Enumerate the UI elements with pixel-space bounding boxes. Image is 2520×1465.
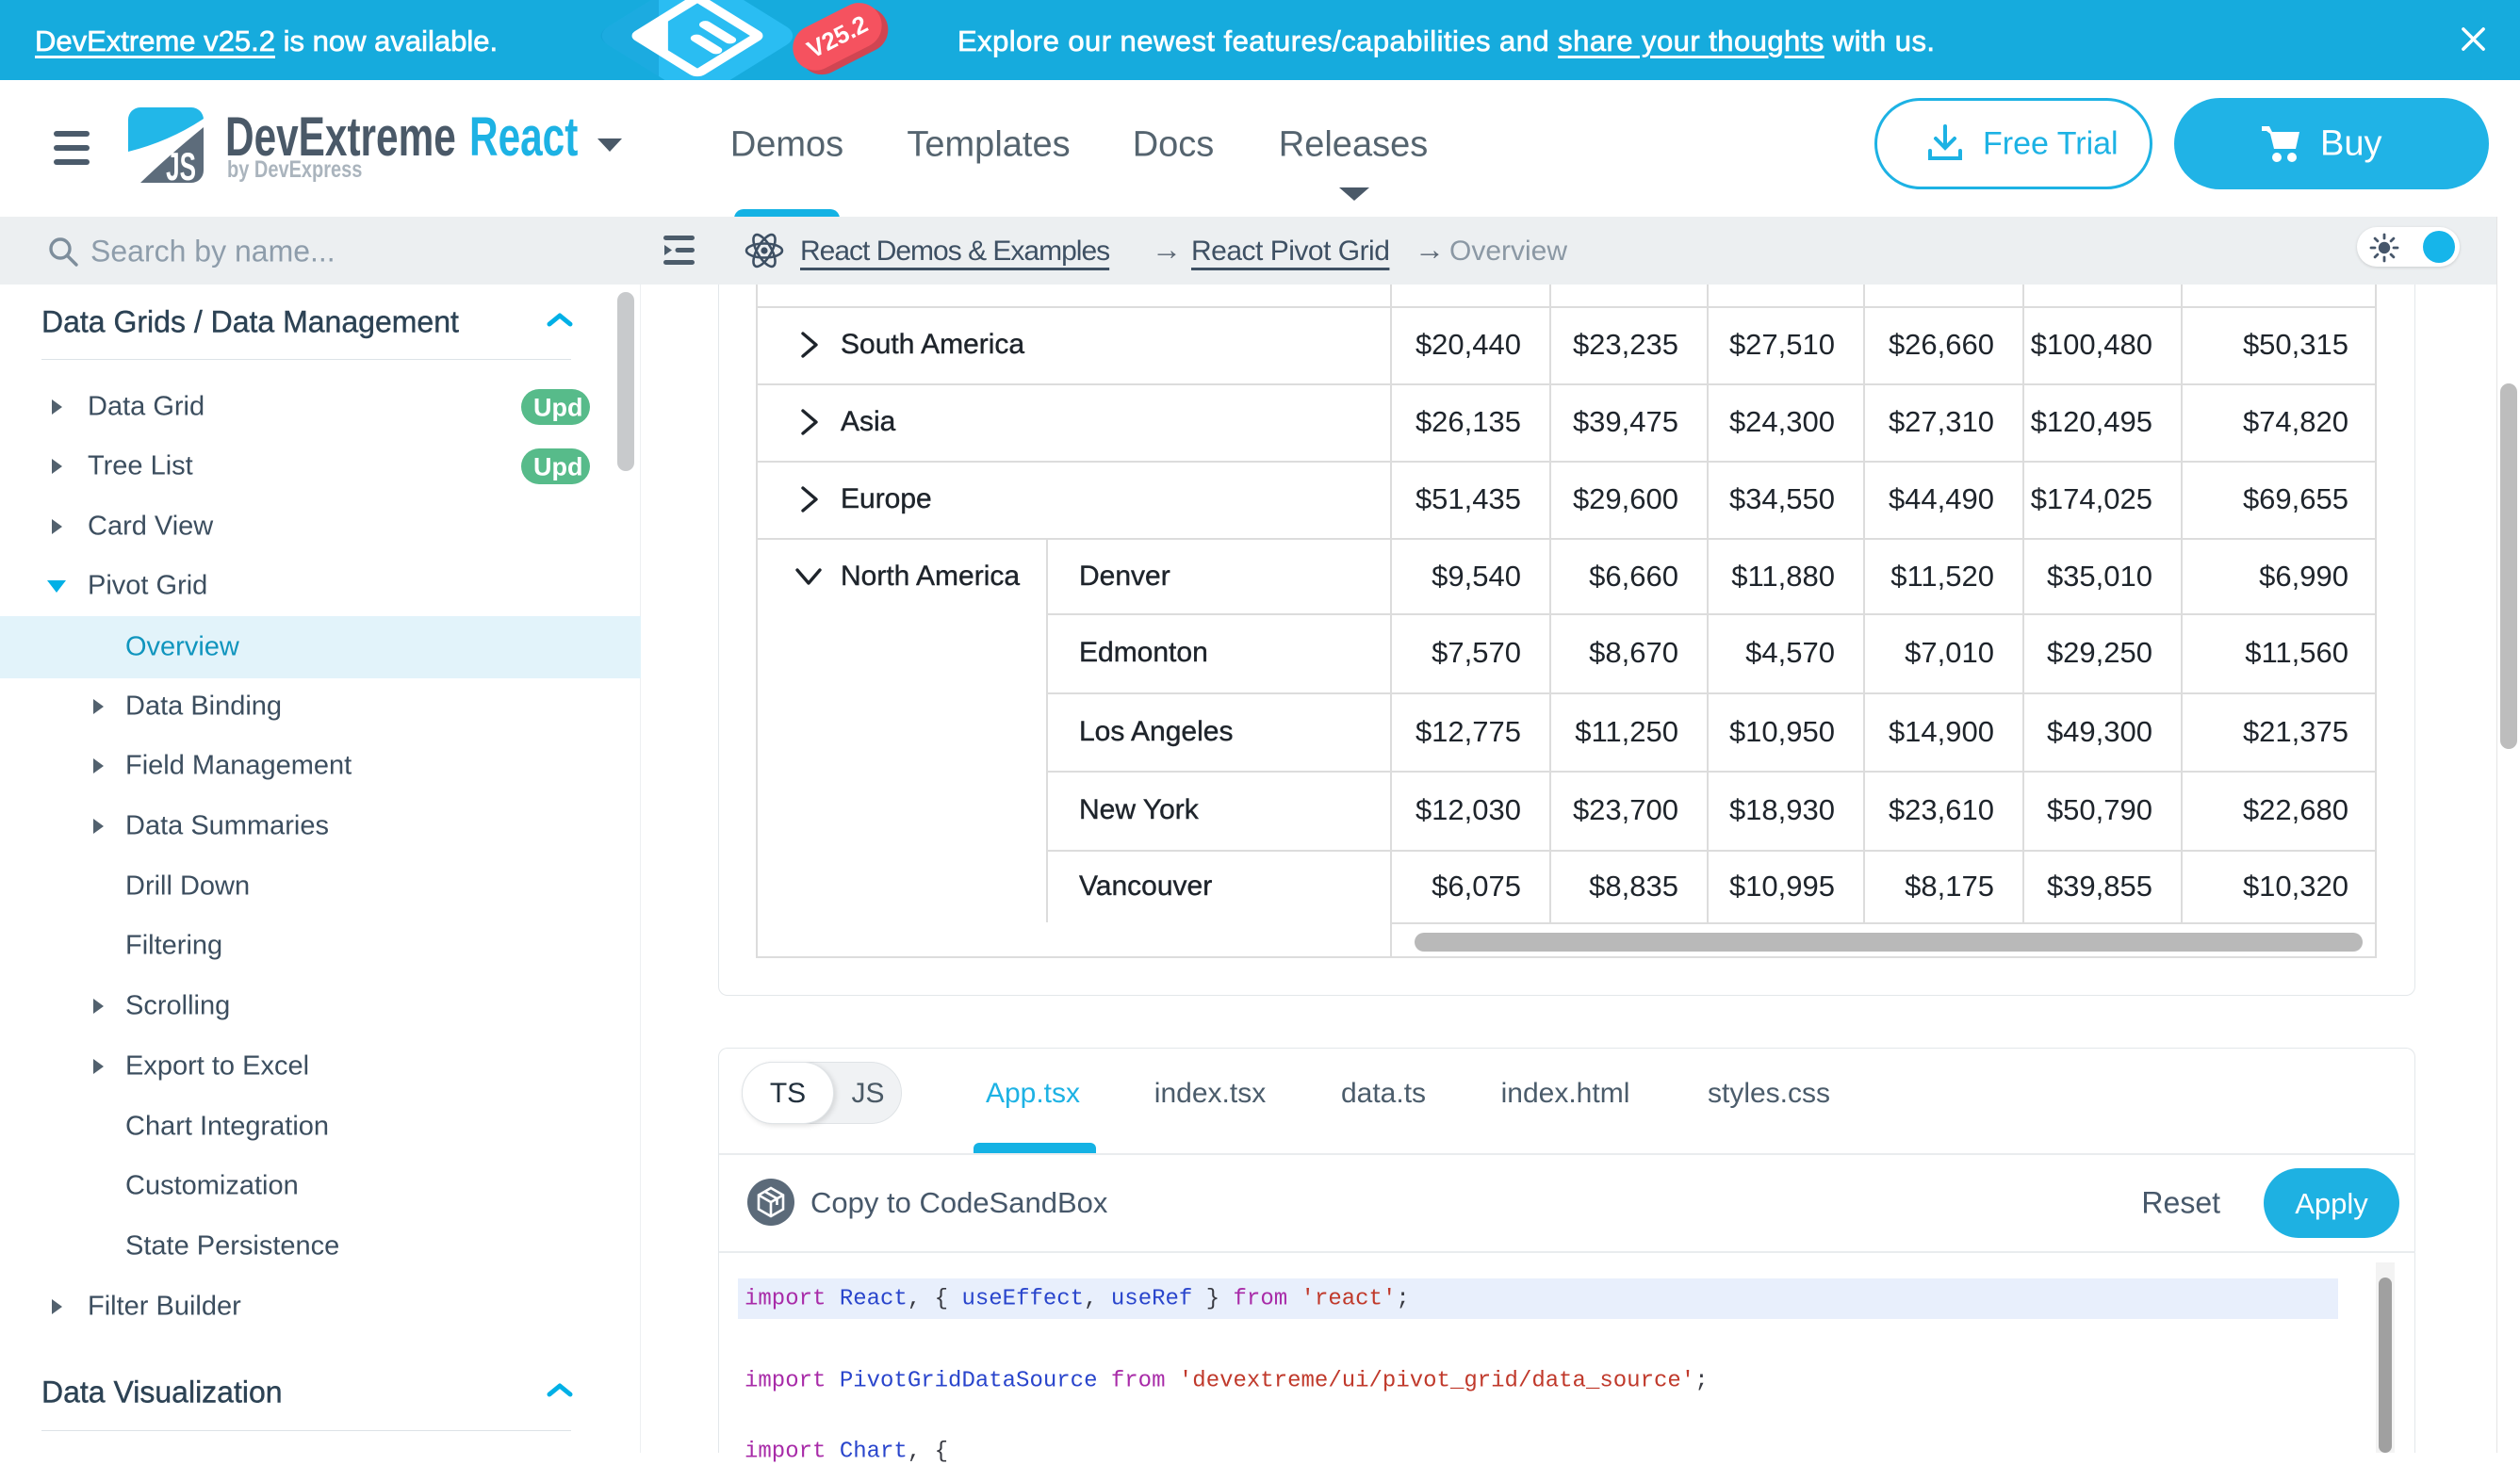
svg-text:JS: JS [166, 145, 196, 183]
